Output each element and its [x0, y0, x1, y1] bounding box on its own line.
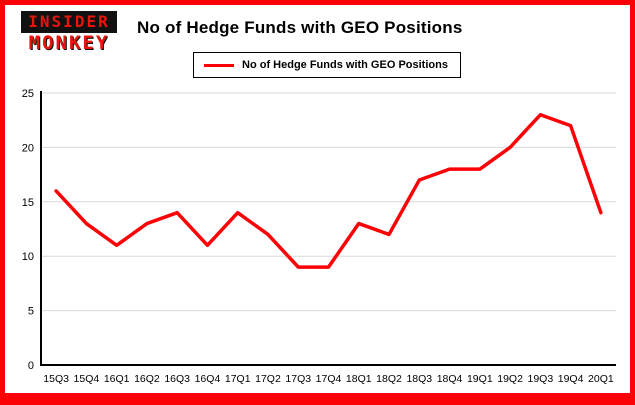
line-chart: 0 5 10 15 20 25 15Q3 15Q4 16Q1 16Q2 16Q3 16Q4 17Q1 17… [22, 88, 616, 385]
x-tick-label: 18Q1 [346, 373, 372, 385]
x-tick-label: 15Q4 [74, 373, 100, 385]
chart-title: No of Hedge Funds with GEO Positions [137, 18, 463, 37]
y-tick-label: 5 [28, 306, 34, 318]
x-tick-label: 17Q3 [285, 373, 311, 385]
insider-monkey-logo: INSIDER MONKEY [13, 11, 125, 54]
y-tick-label: 15 [22, 197, 34, 209]
chart-legend: No of Hedge Funds with GEO Positions [193, 52, 461, 78]
x-tick-label: 16Q1 [104, 373, 130, 385]
x-tick-label: 17Q1 [225, 373, 251, 385]
x-tick-label: 18Q4 [437, 373, 463, 385]
legend-label: No of Hedge Funds with GEO Positions [242, 59, 448, 71]
x-tick-label: 19Q1 [467, 373, 493, 385]
chart-plot-area: 0 5 10 15 20 25 15Q3 15Q4 16Q1 16Q2 16Q3 16Q4 17Q1 17… [5, 85, 630, 393]
chart-header: INSIDER MONKEY No of Hedge Funds with GE… [5, 5, 630, 85]
x-tick-label: 16Q3 [164, 373, 190, 385]
x-tick-label: 15Q3 [43, 373, 69, 385]
x-tick-label: 20Q1 [588, 373, 614, 385]
series-line [54, 113, 603, 269]
x-tick-label: 17Q2 [255, 373, 281, 385]
x-tick-label: 18Q2 [376, 373, 402, 385]
x-tick-label: 19Q3 [527, 373, 553, 385]
logo-text-monkey: MONKEY [28, 31, 110, 54]
x-tick-label: 16Q2 [134, 373, 160, 385]
legend-line-swatch [204, 63, 234, 67]
x-tick-label: 16Q4 [195, 373, 221, 385]
x-tick-label: 19Q2 [497, 373, 523, 385]
y-tick-label: 10 [22, 251, 34, 263]
y-tick-label: 20 [22, 142, 34, 154]
x-tick-label: 18Q3 [406, 373, 432, 385]
logo-text-insider: INSIDER [21, 11, 117, 33]
x-tick-label: 19Q4 [558, 373, 584, 385]
y-tick-label: 25 [22, 88, 34, 100]
y-tick-label: 0 [28, 360, 34, 372]
x-tick-label: 17Q4 [316, 373, 342, 385]
